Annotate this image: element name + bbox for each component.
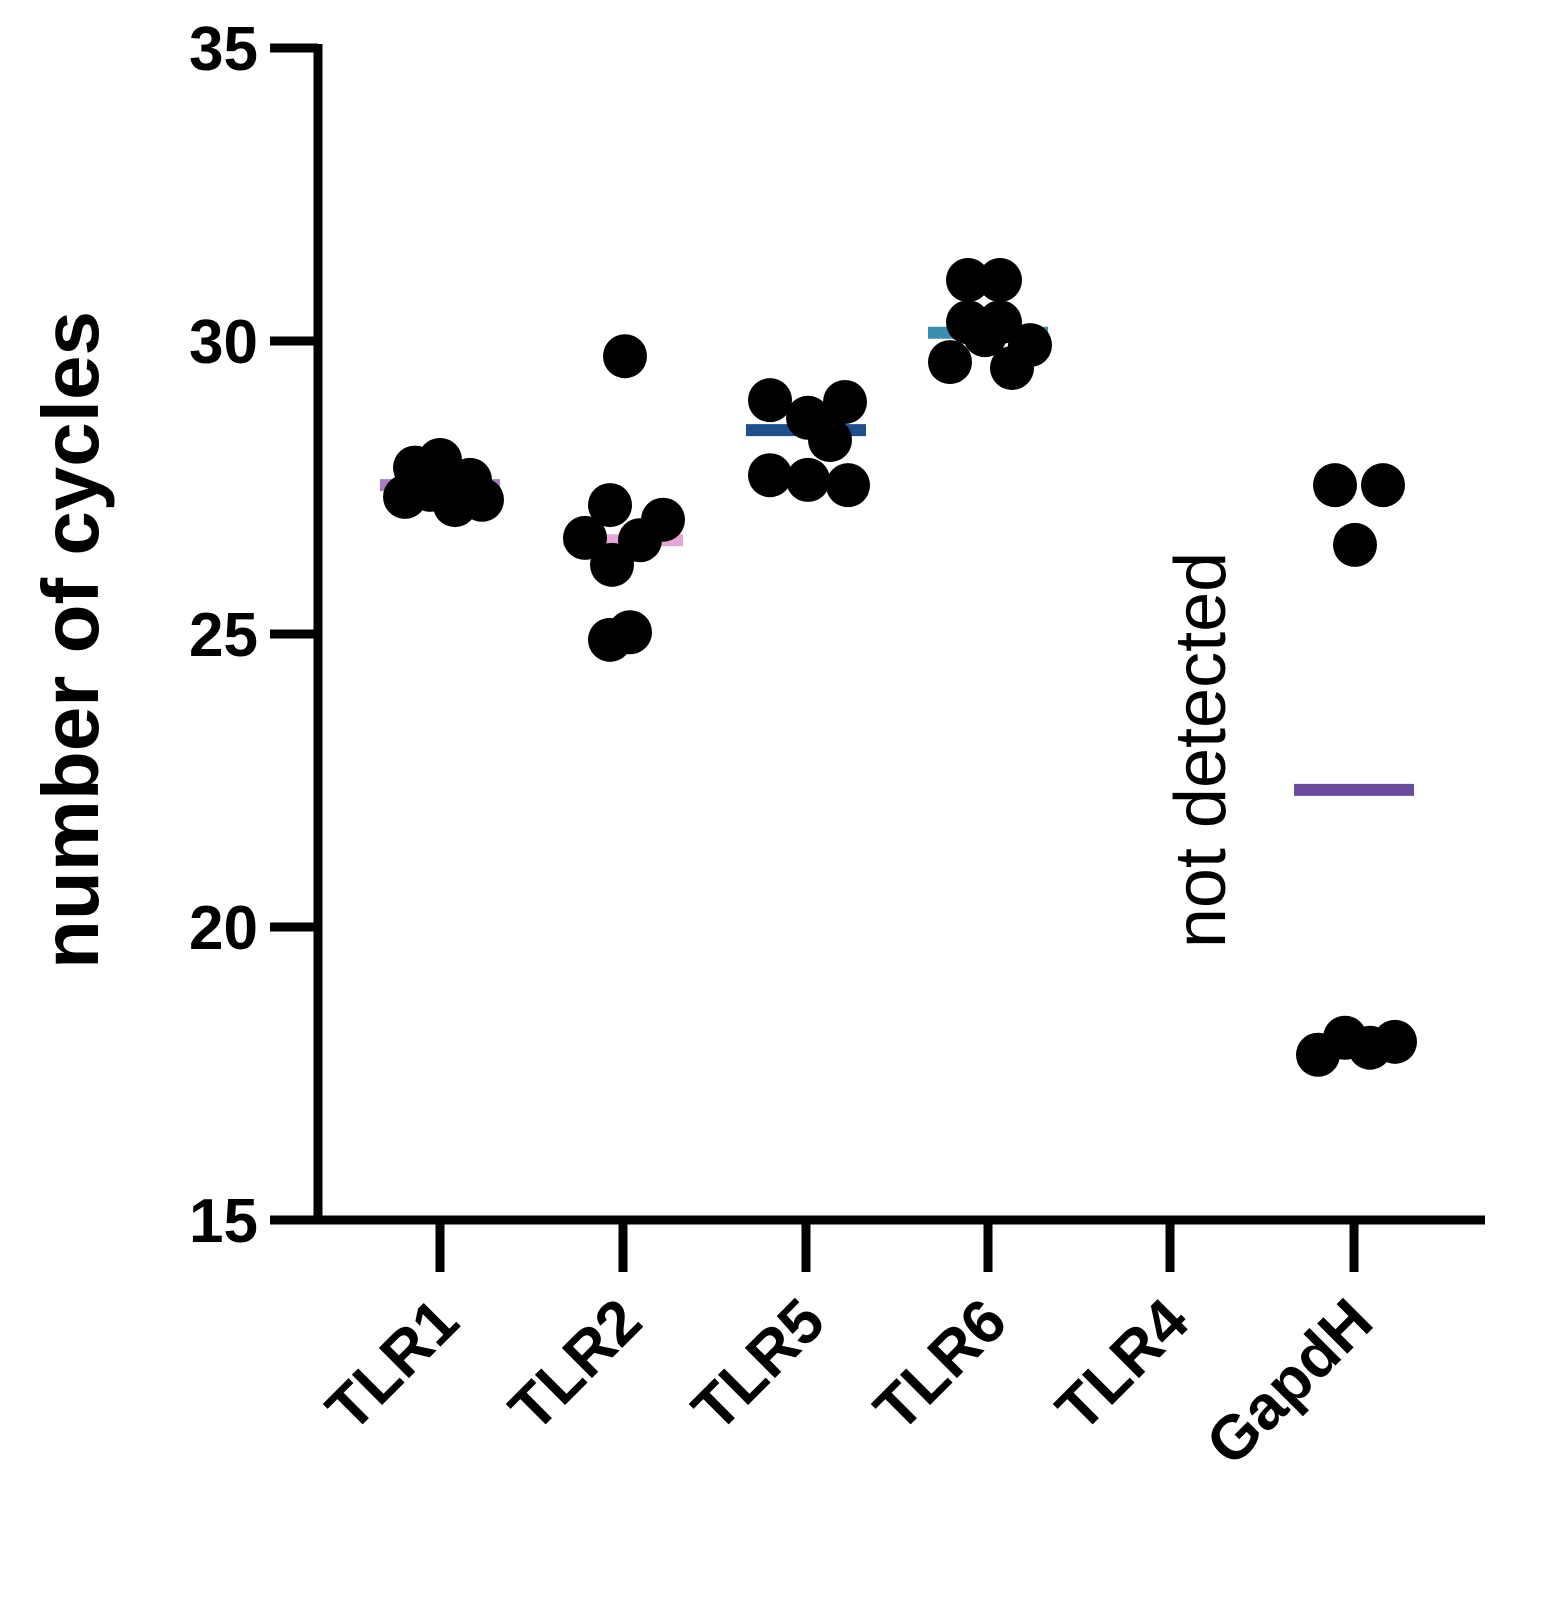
data-point [1361,463,1405,508]
data-point [963,313,1007,358]
data-point [978,258,1022,303]
y-axis-label: number of cycles [26,311,115,969]
data-point [748,378,792,423]
data-point [1333,522,1377,567]
x-tick-label: TLR6 [862,1286,1020,1444]
data-point [786,457,830,502]
data-point [946,258,990,303]
y-tick-label: 30 [189,308,258,377]
data-point [1313,463,1357,508]
data-point [990,345,1034,390]
data-point [826,463,870,508]
data-point [823,379,867,424]
y-tick-label: 15 [189,1187,258,1256]
data-point [928,340,972,385]
data-point [641,497,685,542]
data-point [608,610,652,655]
y-tick-label: 35 [189,15,258,84]
data-point [590,542,634,587]
y-tick-label: 20 [189,894,258,963]
x-tick-label: GapdH [1193,1286,1385,1478]
annotation: not detected [1161,552,1241,948]
data-point [603,334,647,379]
data-point [808,418,852,463]
x-tick-label: TLR4 [1044,1286,1203,1445]
data-point [408,467,452,512]
data-point [588,483,632,528]
data-point [748,453,792,498]
y-tick-label: 25 [189,601,258,670]
x-tick-label: TLR5 [680,1286,838,1444]
x-tick-label: TLR1 [314,1286,472,1444]
x-tick-label: TLR2 [497,1286,655,1444]
data-point [563,515,607,560]
data-point [1373,1019,1417,1064]
